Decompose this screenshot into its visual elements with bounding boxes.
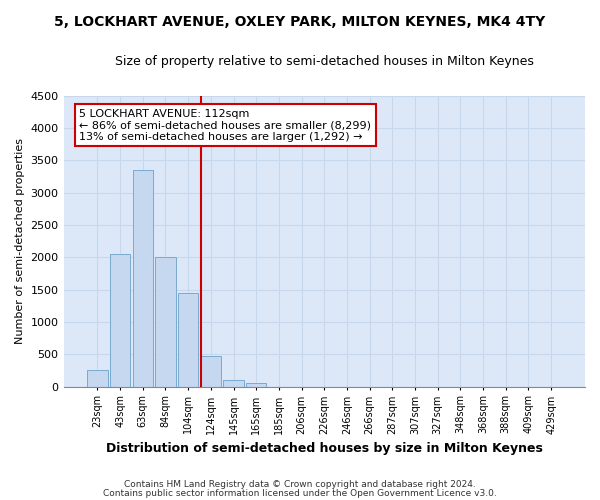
Text: Contains HM Land Registry data © Crown copyright and database right 2024.: Contains HM Land Registry data © Crown c…	[124, 480, 476, 489]
Bar	[133, 170, 153, 386]
Y-axis label: Number of semi-detached properties: Number of semi-detached properties	[15, 138, 25, 344]
Bar	[87, 370, 107, 386]
Bar	[200, 356, 221, 386]
Text: 5, LOCKHART AVENUE, OXLEY PARK, MILTON KEYNES, MK4 4TY: 5, LOCKHART AVENUE, OXLEY PARK, MILTON K…	[55, 15, 545, 29]
Bar	[246, 383, 266, 386]
Text: 5 LOCKHART AVENUE: 112sqm
← 86% of semi-detached houses are smaller (8,299)
13% : 5 LOCKHART AVENUE: 112sqm ← 86% of semi-…	[79, 108, 371, 142]
Bar	[155, 258, 176, 386]
X-axis label: Distribution of semi-detached houses by size in Milton Keynes: Distribution of semi-detached houses by …	[106, 442, 543, 455]
Text: Contains public sector information licensed under the Open Government Licence v3: Contains public sector information licen…	[103, 488, 497, 498]
Bar	[178, 293, 199, 386]
Bar	[110, 254, 130, 386]
Bar	[223, 380, 244, 386]
Title: Size of property relative to semi-detached houses in Milton Keynes: Size of property relative to semi-detach…	[115, 55, 534, 68]
